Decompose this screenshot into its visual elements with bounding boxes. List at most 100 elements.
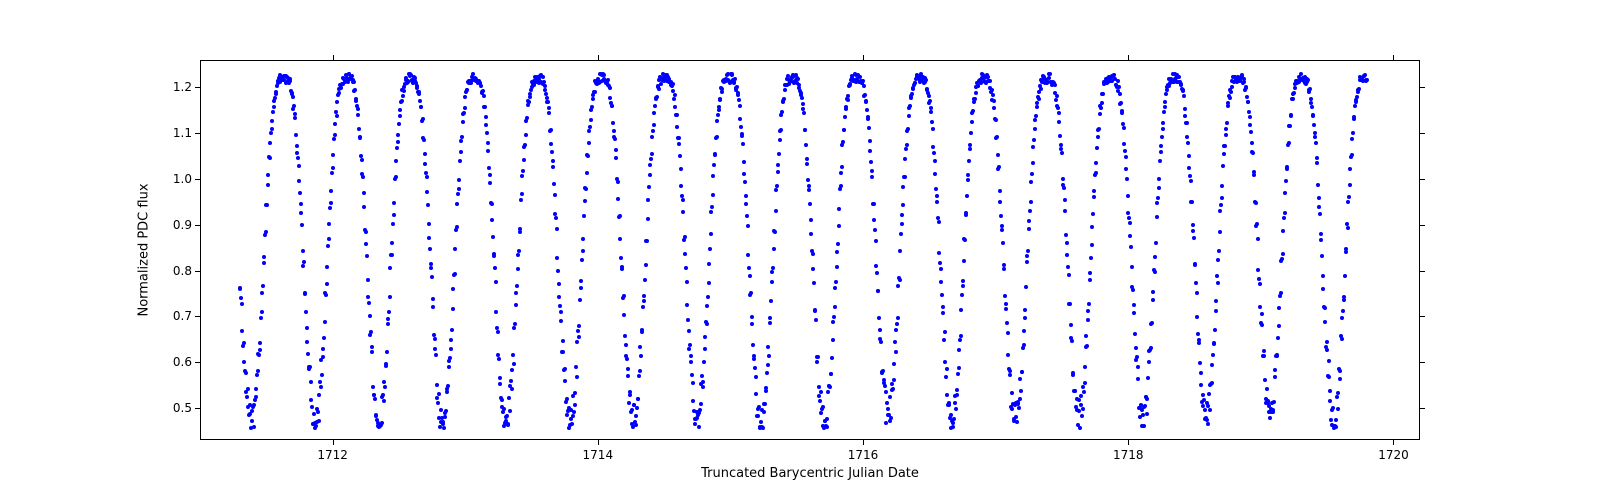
data-point xyxy=(265,203,269,207)
data-point xyxy=(1000,228,1004,232)
data-point xyxy=(484,115,488,119)
data-point xyxy=(742,172,746,176)
data-point xyxy=(759,420,763,424)
data-point xyxy=(1218,230,1222,234)
data-point xyxy=(1199,383,1203,387)
data-point xyxy=(1026,249,1030,253)
data-point xyxy=(1029,180,1033,184)
data-point xyxy=(606,78,610,82)
data-point xyxy=(252,425,256,429)
data-point xyxy=(1340,316,1344,320)
data-point xyxy=(999,214,1003,218)
data-point xyxy=(613,137,617,141)
data-point xyxy=(512,326,516,330)
data-point xyxy=(322,336,326,340)
data-point xyxy=(679,184,683,188)
data-point xyxy=(626,374,630,378)
data-point xyxy=(1280,257,1284,261)
data-point xyxy=(462,111,466,115)
data-point xyxy=(818,399,822,403)
data-point xyxy=(839,184,843,188)
data-point xyxy=(588,125,592,129)
data-point xyxy=(735,85,739,89)
data-point xyxy=(346,80,350,84)
data-point xyxy=(814,318,818,322)
data-point xyxy=(706,295,710,299)
data-point xyxy=(618,214,622,218)
data-point xyxy=(486,149,490,153)
data-point xyxy=(1094,171,1098,175)
data-point xyxy=(443,415,447,419)
data-point xyxy=(736,93,740,97)
data-point xyxy=(1316,183,1320,187)
data-point xyxy=(962,259,966,263)
data-point xyxy=(756,414,760,418)
data-point xyxy=(565,397,569,401)
data-point xyxy=(388,266,392,270)
data-point xyxy=(1315,161,1319,165)
data-point xyxy=(1215,274,1219,278)
data-point xyxy=(1142,424,1146,428)
data-point xyxy=(455,202,459,206)
data-point xyxy=(1289,113,1293,117)
data-point xyxy=(500,398,504,402)
data-point xyxy=(952,417,956,421)
data-point xyxy=(738,117,742,121)
data-point xyxy=(768,316,772,320)
data-point xyxy=(258,348,262,352)
data-point xyxy=(893,340,897,344)
data-point xyxy=(494,280,498,284)
data-point xyxy=(811,252,815,256)
data-point xyxy=(1086,318,1090,322)
data-point xyxy=(369,330,373,334)
data-point xyxy=(828,385,832,389)
data-point xyxy=(513,322,517,326)
data-point xyxy=(1147,360,1151,364)
data-point xyxy=(563,379,567,383)
data-point xyxy=(453,247,457,251)
data-point xyxy=(302,260,306,264)
data-point xyxy=(774,209,778,213)
data-point xyxy=(1001,241,1005,245)
data-point xyxy=(396,140,400,144)
data-point xyxy=(877,316,881,320)
data-point xyxy=(649,157,653,161)
data-point xyxy=(1354,100,1358,104)
data-point xyxy=(821,405,825,409)
data-point xyxy=(1119,101,1123,105)
data-point xyxy=(644,263,648,267)
data-point xyxy=(815,360,819,364)
data-point xyxy=(496,330,500,334)
data-point xyxy=(933,159,937,163)
data-point xyxy=(593,90,597,94)
data-point xyxy=(928,99,932,103)
data-point xyxy=(806,178,810,182)
data-point xyxy=(317,393,321,397)
data-point xyxy=(1063,209,1067,213)
data-point xyxy=(872,218,876,222)
data-point xyxy=(1281,252,1285,256)
data-point xyxy=(835,265,839,269)
data-point xyxy=(973,97,977,101)
data-point xyxy=(441,420,445,424)
data-point xyxy=(867,126,871,130)
data-point xyxy=(1191,229,1195,233)
data-point xyxy=(713,153,717,157)
data-point xyxy=(1210,381,1214,385)
data-point xyxy=(639,354,643,358)
data-point xyxy=(1024,285,1028,289)
data-point xyxy=(310,405,314,409)
data-point xyxy=(1275,354,1279,358)
data-point xyxy=(702,360,706,364)
data-point xyxy=(1292,91,1296,95)
data-point xyxy=(886,407,890,411)
data-point xyxy=(316,410,320,414)
data-point xyxy=(1282,216,1286,220)
data-point xyxy=(318,380,322,384)
data-point xyxy=(1262,349,1266,353)
data-point xyxy=(400,99,404,103)
data-point xyxy=(460,135,464,139)
data-point xyxy=(687,329,691,333)
data-point xyxy=(1189,179,1193,183)
x-tick-mark xyxy=(863,440,864,445)
